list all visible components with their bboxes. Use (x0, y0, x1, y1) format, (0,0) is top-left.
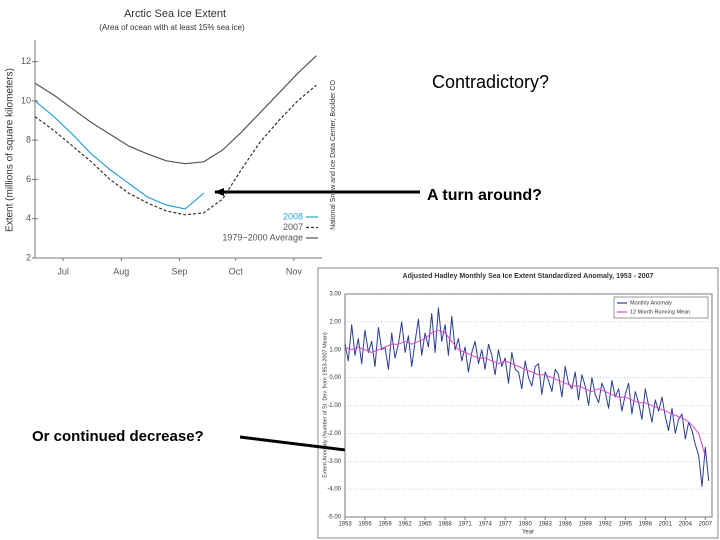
series-line (34, 100, 205, 210)
chart-title: Arctic Sea Ice Extent (124, 8, 226, 20)
source-note: National Snow and Ice Data Center, Bould… (330, 80, 337, 230)
y-axis-label: Extent (millions of square kilometers) (5, 68, 16, 232)
y-tick-label: 6 (26, 174, 31, 184)
x-tick-label: Oct (229, 266, 244, 276)
series-line (34, 84, 317, 216)
x-tick-label: 2007 (699, 522, 713, 528)
y-tick-label: 10 (21, 95, 31, 105)
legend-label: 1979−2000 Average (222, 232, 303, 242)
y-axis-label: Extent Anomaly (Number of St. Dev. from … (322, 332, 328, 478)
y-tick-label: 0.00 (329, 375, 341, 381)
y-tick-label: 12 (21, 56, 31, 66)
y-tick-label: -4.00 (327, 487, 341, 493)
y-tick-label: 4 (26, 213, 31, 223)
series-line (344, 307, 710, 487)
series-line (34, 55, 317, 165)
x-tick-label: Jul (57, 266, 69, 276)
y-tick-label: -3.00 (327, 459, 341, 465)
x-tick-label: 1971 (458, 522, 472, 528)
y-tick-label: 8 (26, 135, 31, 145)
x-tick-label: 1974 (478, 522, 492, 528)
x-tick-label: 1989 (579, 522, 593, 528)
x-tick-label: 1968 (438, 522, 452, 528)
chart-title: Adjusted Hadley Monthly Sea Ice Extent S… (403, 273, 654, 280)
x-tick-label: 1953 (338, 522, 352, 528)
x-axis-label: Year (522, 530, 534, 536)
series-line (344, 329, 706, 456)
x-tick-label: 1956 (358, 522, 372, 528)
x-tick-label: 1983 (539, 522, 553, 528)
legend-label: 12 Month Running Mean (630, 309, 690, 315)
x-tick-label: 1998 (639, 522, 653, 528)
legend-label: 2007 (283, 222, 303, 232)
x-tick-label: Nov (286, 266, 303, 276)
y-tick-label: 2.00 (329, 319, 341, 325)
x-tick-label: 1959 (378, 522, 392, 528)
x-tick-label: 1992 (599, 522, 613, 528)
callout-text: A turn around? (427, 187, 542, 204)
callout-text: Contradictory? (432, 72, 549, 92)
y-tick-label: -1.00 (327, 403, 341, 409)
callout-text: Or continued decrease? (32, 428, 204, 445)
x-tick-label: 1977 (498, 522, 512, 528)
legend-label: 2008 (283, 211, 303, 221)
y-tick-label: 1.00 (329, 347, 341, 353)
x-tick-label: 1980 (518, 522, 532, 528)
x-tick-label: 1995 (619, 522, 633, 528)
y-tick-label: 2 (26, 252, 31, 262)
y-tick-label: -5.00 (327, 515, 341, 521)
y-tick-label: -2.00 (327, 431, 341, 437)
legend-label: Monthly Anomaly (630, 300, 672, 306)
x-tick-label: Sep (171, 266, 187, 276)
x-tick-label: 2004 (679, 522, 693, 528)
y-tick-label: 3.00 (329, 292, 341, 298)
x-tick-label: 1962 (398, 522, 412, 528)
legend-box (613, 296, 709, 319)
chart-subtitle: (Area of ocean with at least 15% sea ice… (99, 23, 245, 32)
x-tick-label: 2001 (659, 522, 673, 528)
x-tick-label: 1986 (559, 522, 573, 528)
x-tick-label: Aug (113, 266, 129, 276)
x-tick-label: 1965 (418, 522, 432, 528)
